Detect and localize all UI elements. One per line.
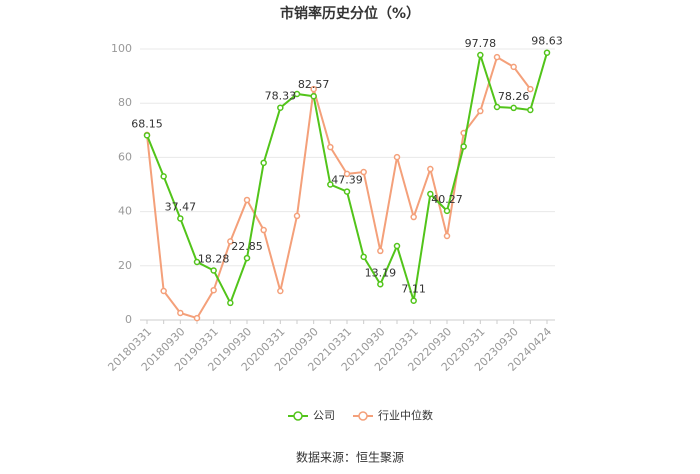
point	[493, 103, 501, 111]
point	[543, 49, 551, 56]
point	[293, 90, 301, 98]
data-label: 22.85	[231, 240, 263, 253]
y-tick-label: 40	[118, 205, 132, 218]
point	[527, 106, 534, 114]
point	[277, 287, 284, 295]
point	[527, 85, 534, 93]
legend-marker	[293, 411, 303, 421]
point	[260, 159, 267, 167]
chart-title: 市销率历史分位（%）	[280, 5, 420, 22]
point	[377, 281, 384, 288]
data-label: 37.47	[165, 200, 197, 213]
point	[210, 267, 217, 274]
y-tick-label: 60	[118, 150, 132, 163]
point	[460, 143, 467, 150]
point	[227, 238, 234, 245]
legend-label: 行业中位数	[378, 408, 433, 422]
data-label: 7.11	[401, 283, 426, 296]
point	[277, 104, 284, 111]
data-label: 78.26	[498, 90, 530, 103]
point	[427, 190, 434, 198]
point	[493, 53, 501, 61]
point	[143, 132, 151, 139]
point	[360, 168, 367, 176]
point	[310, 92, 317, 100]
point	[160, 173, 167, 180]
source: 数据来源：恒生聚源	[296, 450, 404, 465]
y-tick-label: 0	[125, 313, 132, 326]
point	[177, 215, 184, 222]
data-label: 78.33	[265, 90, 297, 103]
point	[477, 51, 484, 59]
point	[410, 213, 417, 221]
data-label: 68.15	[131, 117, 163, 130]
point	[310, 85, 317, 93]
data-label: 18.28	[198, 252, 230, 265]
point	[210, 286, 217, 294]
data-label: 47.39	[331, 174, 363, 187]
point	[343, 188, 351, 195]
point	[227, 299, 234, 307]
point	[160, 287, 167, 295]
data-label: 82.57	[298, 78, 330, 91]
y-tick-label: 100	[111, 42, 132, 55]
point	[327, 143, 334, 151]
point	[393, 242, 401, 250]
legend-marker	[358, 411, 368, 421]
data-label: 98.63	[531, 35, 563, 48]
point	[343, 170, 351, 178]
point	[293, 212, 301, 220]
y-tick-label: 20	[118, 259, 132, 272]
point	[477, 107, 484, 115]
point	[193, 258, 201, 266]
point	[510, 63, 517, 71]
point	[360, 253, 367, 261]
legend-label: 公司	[313, 409, 335, 422]
point	[393, 153, 401, 161]
point	[510, 104, 517, 112]
point	[177, 309, 184, 317]
data-label: 13.19	[365, 266, 397, 279]
point	[443, 207, 451, 215]
point	[243, 254, 251, 262]
point	[260, 226, 267, 234]
data-label: 97.78	[465, 37, 497, 50]
point	[377, 247, 384, 255]
point	[193, 314, 201, 322]
y-tick-label: 80	[118, 96, 132, 109]
point	[443, 232, 451, 240]
point	[243, 196, 251, 204]
point	[427, 165, 434, 173]
point	[327, 181, 334, 188]
data-label: 40.27	[431, 193, 463, 206]
point	[410, 297, 417, 304]
